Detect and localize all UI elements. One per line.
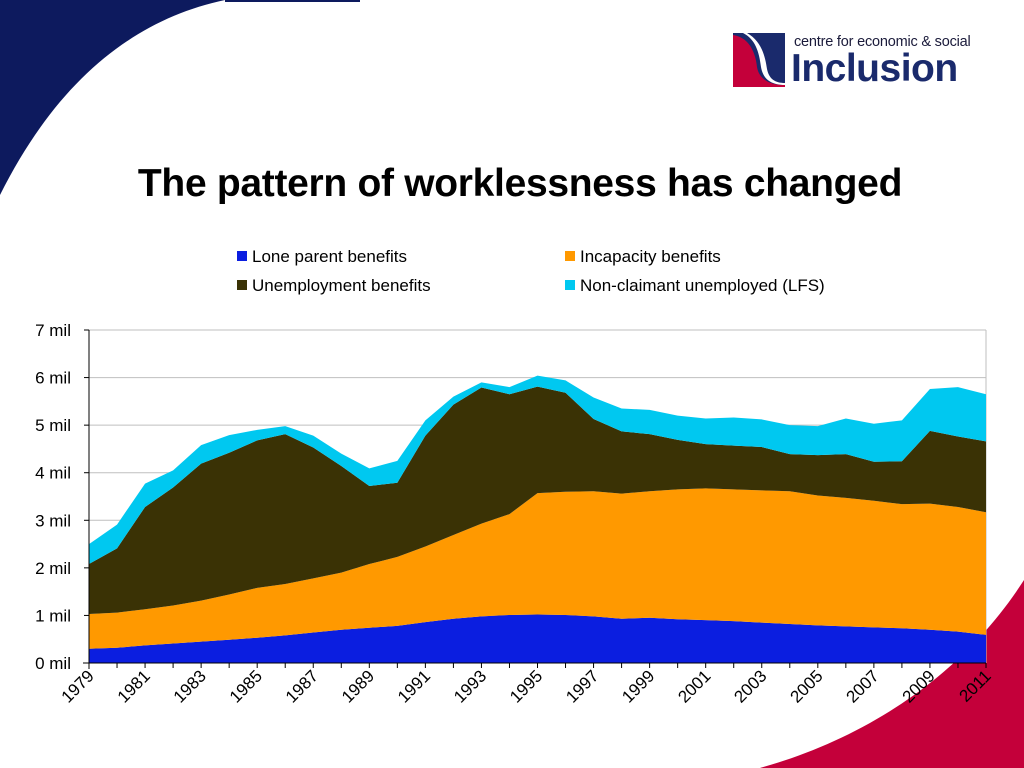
logo-tagline: centre for economic & social	[794, 34, 971, 50]
series-area-lone-parent-benefits	[89, 614, 986, 663]
series-area-unemployment-benefits	[89, 386, 986, 615]
x-tick-label: 1991	[394, 666, 434, 706]
logo-mark-icon	[733, 33, 785, 87]
chart-legend: Lone parent benefits Incapacity benefits U…	[237, 247, 825, 295]
logo-wordmark: Inclusion	[791, 47, 958, 90]
x-tick-label: 1985	[226, 666, 266, 706]
x-tick-label: 1989	[338, 666, 378, 706]
series-area-incapacity-benefits	[89, 488, 986, 649]
x-tick-label: 1983	[170, 666, 210, 706]
legend-label-unemployment-benefits: Unemployment benefits	[252, 276, 431, 295]
x-tick-label: 1999	[618, 666, 658, 706]
legend-label-incapacity-benefits: Incapacity benefits	[580, 247, 721, 266]
x-tick-label: 2005	[786, 666, 826, 706]
legend-label-lone-parent-benefits: Lone parent benefits	[252, 247, 407, 266]
legend-swatch-incapacity-benefits	[565, 251, 575, 261]
legend-label-non-claimant-unemployed-lfs: Non-claimant unemployed (LFS)	[580, 276, 825, 295]
y-tick-label: 5 mil	[35, 416, 71, 435]
y-tick-label: 3 mil	[35, 511, 71, 530]
y-tick-label: 4 mil	[35, 464, 71, 483]
x-tick-label: 2011	[956, 666, 995, 705]
x-tick-label: 2003	[730, 666, 770, 706]
legend-swatch-lone-parent-benefits	[237, 251, 247, 261]
x-tick-label: 1995	[506, 666, 546, 706]
chart-areas	[89, 375, 986, 663]
y-tick-label: 2 mil	[35, 559, 71, 578]
inclusion-logo: centre for economic & social Inclusion	[733, 33, 983, 90]
corner-red-shape	[760, 580, 1024, 768]
legend-swatch-unemployment-benefits	[237, 280, 247, 290]
x-tick-label: 1997	[562, 666, 602, 706]
x-tick-label: 2009	[899, 666, 939, 706]
corner-top-line	[225, 0, 360, 2]
x-tick-label: 1981	[114, 666, 154, 706]
y-tick-label: 7 mil	[35, 321, 71, 340]
y-tick-label: 0 mil	[35, 654, 71, 673]
x-tick-label: 2001	[674, 666, 714, 706]
x-tick-label: 1987	[282, 666, 322, 706]
legend-swatch-non-claimant-unemployed-lfs	[565, 280, 575, 290]
chart-axes	[83, 329, 987, 669]
y-axis-tick-labels: 0 mil 1 mil 2 mil 3 mil 4 mil 5 mil 6 mil 7 mil	[35, 321, 71, 673]
y-tick-label: 6 mil	[35, 369, 71, 388]
x-tick-label: 2007	[843, 666, 883, 706]
corner-navy-shape	[0, 0, 225, 195]
slide-title: The pattern of worklessness has changed	[137, 162, 903, 205]
x-tick-label: 1993	[450, 666, 490, 706]
y-tick-label: 1 mil	[35, 606, 71, 625]
x-axis-tick-labels: 1979 1981 1983 1985 1987 1989 1991 1993 1995 1997…	[58, 666, 995, 706]
series-area-non-claimant-unemployed-lfs	[89, 375, 986, 565]
